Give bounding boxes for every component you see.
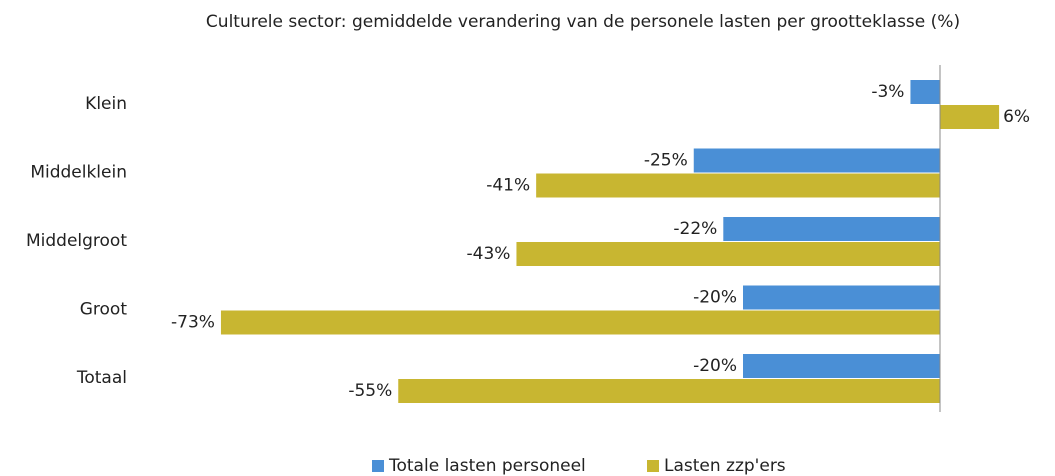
bar bbox=[910, 80, 940, 104]
y-tick-label: Middelklein bbox=[30, 163, 127, 183]
bar bbox=[743, 354, 940, 378]
bar bbox=[536, 173, 940, 198]
data-label: -73% bbox=[171, 313, 215, 333]
bar bbox=[940, 105, 1000, 129]
legend-swatch bbox=[647, 460, 659, 472]
bar bbox=[220, 310, 940, 335]
y-tick-label: Klein bbox=[85, 94, 127, 114]
legend-label: Totale lasten personeel bbox=[388, 456, 586, 476]
bar bbox=[516, 242, 940, 266]
data-label: -43% bbox=[467, 244, 511, 264]
data-label: -20% bbox=[693, 288, 737, 308]
bar bbox=[743, 285, 940, 310]
legend-swatch bbox=[372, 460, 384, 472]
y-tick-label: Totaal bbox=[76, 368, 127, 388]
chart-title: Culturele sector: gemiddelde verandering… bbox=[206, 12, 960, 32]
data-label: -20% bbox=[693, 356, 737, 376]
bar bbox=[723, 217, 940, 241]
data-label: -55% bbox=[348, 381, 392, 401]
data-label: -22% bbox=[673, 219, 717, 239]
y-tick-label: Groot bbox=[80, 300, 128, 320]
data-label: -3% bbox=[871, 82, 904, 102]
data-label: -25% bbox=[644, 151, 688, 171]
data-label: -41% bbox=[486, 176, 530, 196]
legend-label: Lasten zzp'ers bbox=[664, 456, 786, 476]
bar bbox=[398, 379, 940, 403]
bar bbox=[693, 148, 940, 173]
data-label: 6% bbox=[1003, 107, 1030, 127]
y-tick-label: Middelgroot bbox=[26, 231, 127, 251]
